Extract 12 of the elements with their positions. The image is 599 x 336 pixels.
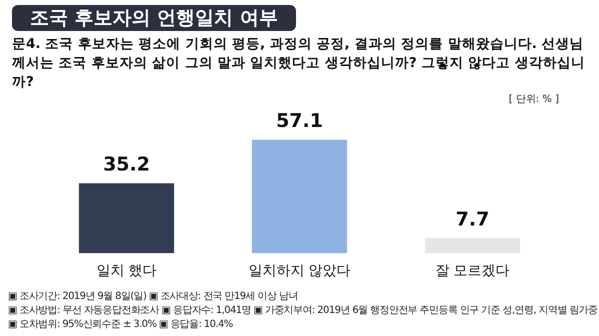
chart-subtitle: 문4. 조국 후보자는 평소에 기회의 평등, 과정의 공정, 결과의 정의를 말해왔습니다. 선생님께서는 조국 후보자의 삶이 그의 말과 일치했다고 생각하십니까? 그렇지 않다고 생각하십니까? [12,35,586,92]
data-label: 35.2 [103,154,150,176]
text: ▣ 오차범위: 95%신뢰수준 ± 3.0% ▣ 응답율: 10.4% [8,318,234,332]
chart-title: 조국 후보자의 언행일치 여부 [12,5,296,31]
text: [ 단위: % ] [508,93,559,106]
text: ▣ 조사기간: 2019년 9월 8일(일) ▣ 조사대상: 전국 만19세 이상 남녀 [8,290,299,304]
x-tick-label: 일치 했다 [96,263,157,280]
text: ▣ 조사방법: 무선 자동응답전화조사 ▣ 응답자수: 1,041명 ▣ 가중치부여: 2019년 6월 행정안전부 주민등록 인구 기준 성,연령, 지역별 림가중 [8,304,598,318]
x-tick-label: 일치하지 않았다 [248,263,351,280]
data-label: 7.7 [456,208,490,230]
data-label: 57.1 [276,110,323,132]
x-tick-label: 잘 모르겠다 [435,263,510,280]
